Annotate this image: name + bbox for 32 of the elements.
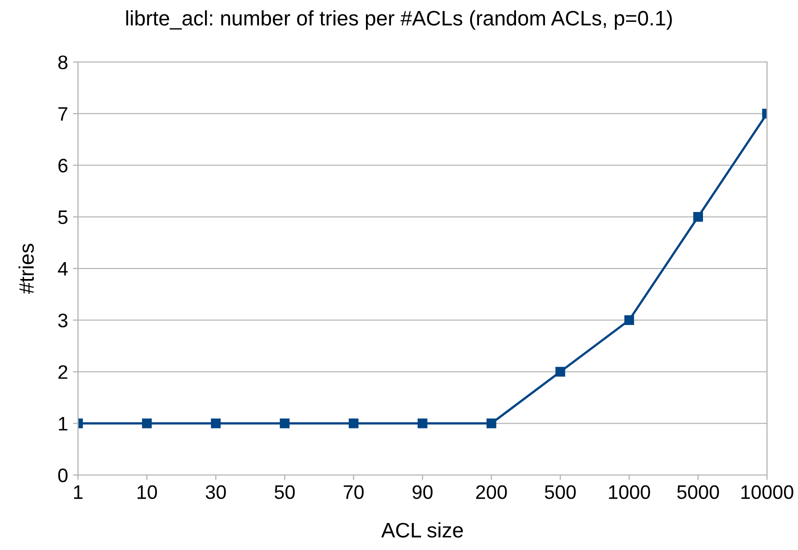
point: [348, 418, 358, 428]
x-tick-label: 500: [544, 485, 576, 500]
x-tick-label: 1: [74, 485, 82, 499]
x-tick-label: 1000: [609, 485, 650, 500]
y-tick-label: 0: [58, 468, 68, 482]
x-tick-label: 5000: [677, 485, 719, 500]
y-tick-label: 2: [58, 365, 68, 379]
x-tick-label: 10: [138, 485, 157, 500]
x-tick-label: 200: [476, 485, 507, 500]
x-axis-title: ACL size: [381, 522, 463, 538]
point: [555, 366, 566, 377]
x-tick-label: 70: [344, 485, 364, 500]
y-tick-label: 6: [58, 158, 68, 172]
y-tick-label: 4: [58, 262, 68, 276]
x-tick-label: 90: [412, 485, 433, 500]
x-tick-label: 50: [274, 485, 295, 500]
point: [142, 418, 152, 428]
y-tick-label: 1: [58, 417, 68, 430]
x-tick-label: 10000: [741, 485, 794, 500]
point: [624, 315, 634, 325]
y-tick-label: 5: [58, 210, 68, 224]
y-axis-title: #tries: [18, 244, 34, 294]
point: [418, 418, 428, 428]
point: [280, 418, 290, 428]
chart-title: librte_acl: number of tries per #ACLs (random ACLs, p=0.1): [126, 10, 672, 30]
y-tick-label: 7: [58, 107, 68, 121]
x-tick-label: 30: [206, 485, 226, 500]
y-tick-label: 8: [58, 55, 68, 70]
point: [693, 212, 703, 222]
point: [210, 418, 221, 428]
y-tick-label: 3: [58, 314, 68, 328]
point: [486, 418, 496, 428]
